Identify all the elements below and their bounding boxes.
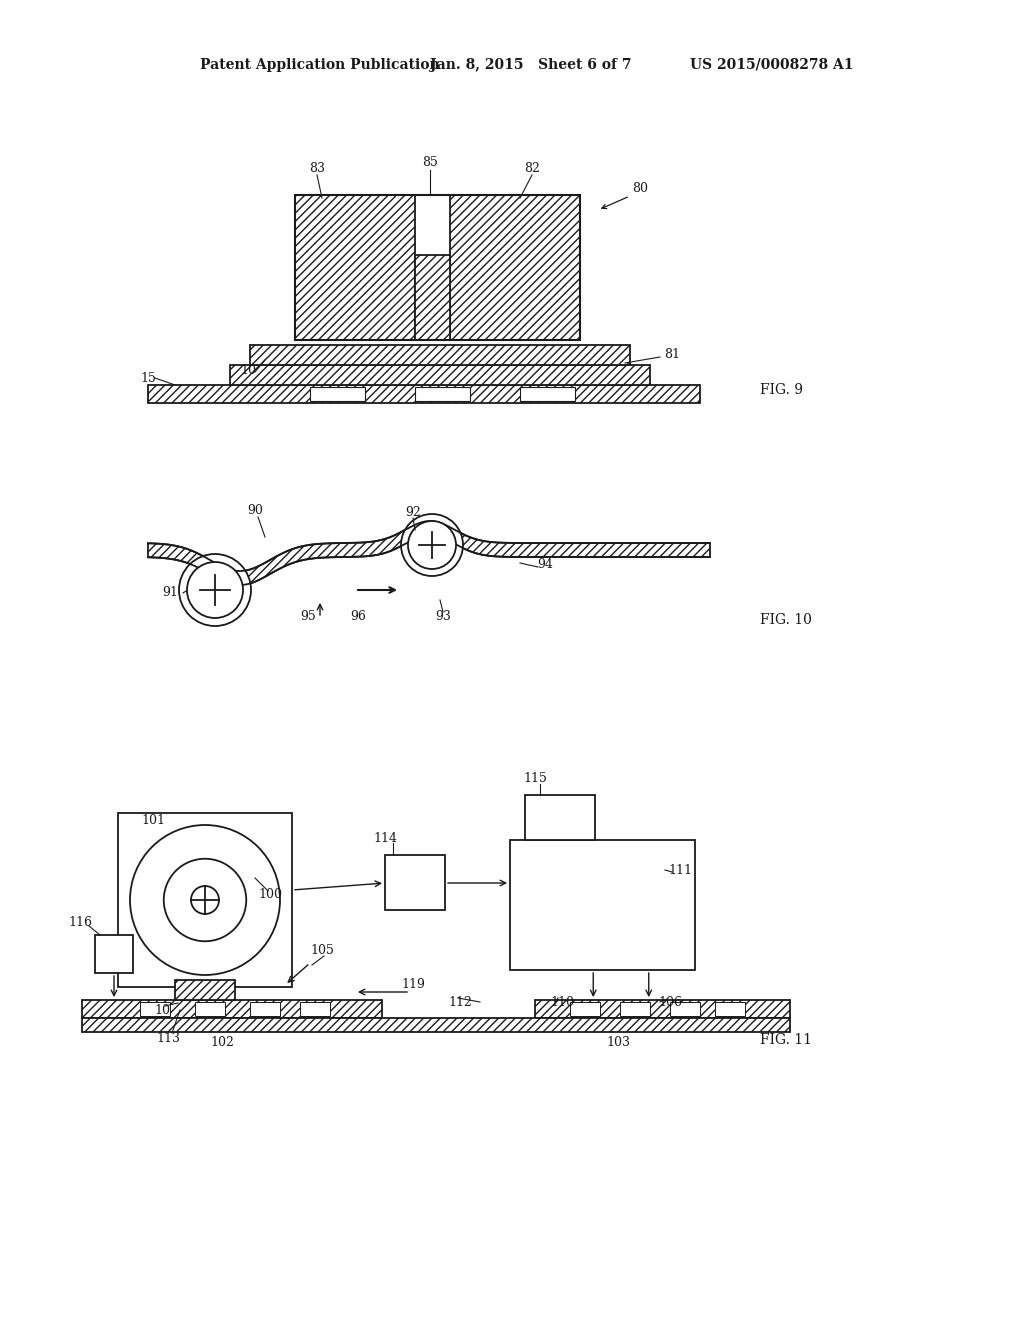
Text: 96: 96 xyxy=(350,610,366,623)
Bar xyxy=(230,366,650,385)
Text: 90: 90 xyxy=(247,503,263,516)
Bar xyxy=(295,195,415,341)
Circle shape xyxy=(401,513,463,576)
Text: 83: 83 xyxy=(309,161,325,174)
Text: 100: 100 xyxy=(258,888,282,902)
Text: 116: 116 xyxy=(68,916,92,928)
Text: 103: 103 xyxy=(606,1035,630,1048)
Bar xyxy=(525,795,595,840)
Text: 10: 10 xyxy=(240,363,256,376)
Text: 102: 102 xyxy=(210,1035,233,1048)
Text: 82: 82 xyxy=(524,161,540,174)
Bar xyxy=(250,1002,280,1016)
Bar xyxy=(300,1002,330,1016)
Bar xyxy=(82,1001,382,1018)
Text: FIG. 9: FIG. 9 xyxy=(760,383,803,397)
Bar xyxy=(148,385,700,403)
Circle shape xyxy=(179,554,251,626)
Text: 81: 81 xyxy=(664,348,680,362)
Bar xyxy=(95,935,133,973)
Text: US 2015/0008278 A1: US 2015/0008278 A1 xyxy=(690,58,853,73)
Bar xyxy=(140,1002,170,1016)
Text: 10: 10 xyxy=(154,1003,170,1016)
Text: 94: 94 xyxy=(537,558,553,572)
Bar xyxy=(415,387,470,401)
Bar xyxy=(82,1018,790,1032)
Text: FIG. 11: FIG. 11 xyxy=(760,1034,812,1047)
Bar xyxy=(450,195,580,341)
Text: 115: 115 xyxy=(523,771,547,784)
Text: FIG. 10: FIG. 10 xyxy=(760,612,812,627)
Text: 112: 112 xyxy=(449,995,472,1008)
Text: Patent Application Publication: Patent Application Publication xyxy=(200,58,439,73)
Text: 111: 111 xyxy=(668,863,692,876)
Text: 101: 101 xyxy=(141,813,165,826)
Circle shape xyxy=(187,562,243,618)
Bar xyxy=(535,1001,790,1018)
Text: 91: 91 xyxy=(162,586,178,599)
Bar xyxy=(385,855,445,909)
Bar xyxy=(310,387,365,401)
Text: 114: 114 xyxy=(373,832,397,845)
Bar xyxy=(520,387,575,401)
Bar xyxy=(510,840,695,970)
Text: 119: 119 xyxy=(401,978,425,991)
Bar xyxy=(195,1002,225,1016)
Bar xyxy=(118,813,292,987)
Text: 105: 105 xyxy=(310,944,334,957)
Bar xyxy=(295,195,580,341)
Bar xyxy=(250,345,630,366)
Circle shape xyxy=(164,859,246,941)
Text: 95: 95 xyxy=(300,610,315,623)
Bar xyxy=(670,1002,700,1016)
Text: Jan. 8, 2015   Sheet 6 of 7: Jan. 8, 2015 Sheet 6 of 7 xyxy=(430,58,632,73)
Text: 85: 85 xyxy=(422,157,438,169)
Bar xyxy=(415,255,450,341)
Text: 92: 92 xyxy=(406,506,421,519)
Circle shape xyxy=(408,521,456,569)
Text: 113: 113 xyxy=(156,1031,180,1044)
Text: 15: 15 xyxy=(140,371,156,384)
Text: 80: 80 xyxy=(632,181,648,194)
Text: 110: 110 xyxy=(550,995,574,1008)
Bar xyxy=(715,1002,745,1016)
Bar xyxy=(620,1002,650,1016)
Bar xyxy=(570,1002,600,1016)
Bar xyxy=(175,979,234,1001)
Polygon shape xyxy=(148,521,710,585)
Circle shape xyxy=(191,886,219,913)
Circle shape xyxy=(130,825,280,975)
Text: 106: 106 xyxy=(658,997,682,1010)
Text: 93: 93 xyxy=(435,610,451,623)
